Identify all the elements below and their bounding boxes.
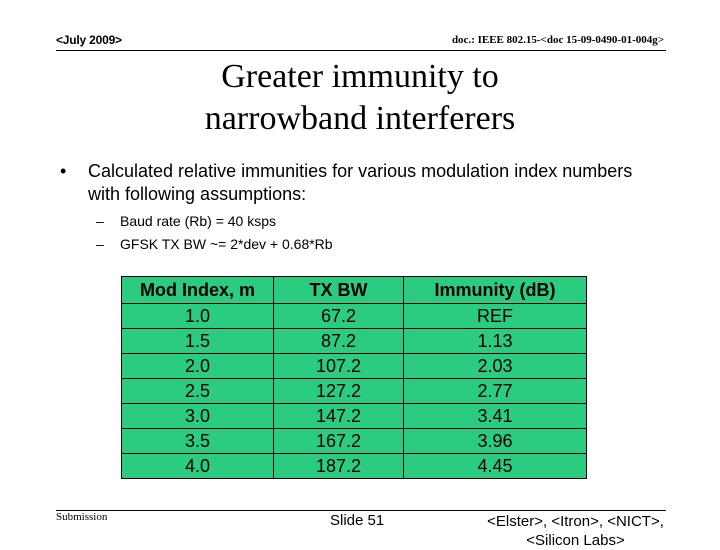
- cell-immunity: 4.45: [403, 453, 587, 479]
- table-row: 2.5 127.2 2.77: [121, 378, 587, 404]
- footer-slide-number: Slide 51: [330, 512, 385, 529]
- cell-immunity: 2.03: [403, 353, 587, 379]
- cell-tx-bw: 127.2: [273, 378, 404, 404]
- cell-immunity: REF: [403, 303, 587, 329]
- bullet-marker: •: [60, 161, 67, 181]
- table-row: 2.0 107.2 2.03: [121, 353, 587, 379]
- table-header-row: Mod Index, m TX BW Immunity (dB): [121, 276, 587, 304]
- cell-tx-bw: 167.2: [273, 428, 404, 454]
- table-row: 1.0 67.2 REF: [121, 303, 587, 329]
- footer-divider: [56, 510, 666, 511]
- cell-mod-index: 3.0: [121, 403, 274, 429]
- cell-tx-bw: 107.2: [273, 353, 404, 379]
- column-header-immunity: Immunity (dB): [403, 276, 587, 304]
- cell-immunity: 3.96: [403, 428, 587, 454]
- slide-title-line-1: Greater immunity to: [221, 58, 499, 95]
- table-row: 4.0 187.2 4.45: [121, 453, 587, 479]
- cell-mod-index: 2.5: [121, 378, 274, 404]
- column-header-tx-bw: TX BW: [273, 276, 404, 304]
- cell-mod-index: 1.0: [121, 303, 274, 329]
- sub-bullet-marker: –: [96, 236, 104, 252]
- table-row: 3.0 147.2 3.41: [121, 403, 587, 429]
- footer-submission: Submission: [56, 511, 108, 523]
- immunity-table: Mod Index, m TX BW Immunity (dB) 1.0 67.…: [121, 276, 587, 479]
- cell-tx-bw: 87.2: [273, 328, 404, 354]
- sub-bullet-text: Baud rate (Rb) = 40 ksps: [120, 213, 277, 229]
- cell-tx-bw: 187.2: [273, 453, 404, 479]
- cell-immunity: 2.77: [403, 378, 587, 404]
- bullet-text: Calculated relative immunities for vario…: [88, 161, 633, 204]
- header-document-id: doc.: IEEE 802.15-<doc 15-09-0490-01-004…: [451, 34, 664, 46]
- table-row: 1.5 87.2 1.13: [121, 328, 587, 354]
- table-row: 3.5 167.2 3.96: [121, 428, 587, 454]
- slide-title-line-2: narrowband interferers: [204, 100, 516, 137]
- cell-tx-bw: 67.2: [273, 303, 404, 329]
- cell-tx-bw: 147.2: [273, 403, 404, 429]
- header-date: <July 2009>: [56, 33, 122, 47]
- cell-immunity: 1.13: [403, 328, 587, 354]
- header-divider: [56, 50, 666, 51]
- cell-mod-index: 1.5: [121, 328, 274, 354]
- sub-bullet-marker: –: [96, 213, 104, 229]
- cell-mod-index: 2.0: [121, 353, 274, 379]
- column-header-mod-index: Mod Index, m: [121, 276, 274, 304]
- cell-immunity: 3.41: [403, 403, 587, 429]
- cell-mod-index: 3.5: [121, 428, 274, 454]
- cell-mod-index: 4.0: [121, 453, 274, 479]
- footer-authors: <Elster>, <Itron>, <NICT>, <Silicon Labs…: [487, 513, 664, 549]
- sub-bullet-text: GFSK TX BW ~= 2*dev + 0.68*Rb: [120, 236, 333, 252]
